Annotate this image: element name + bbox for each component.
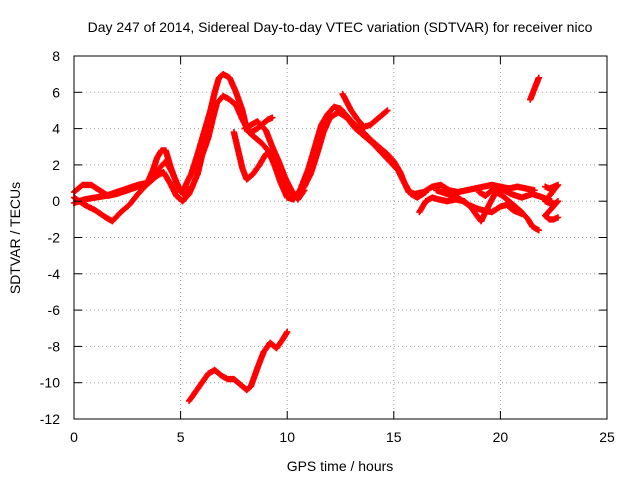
series-track-1 (70, 71, 276, 225)
y-tick-label: -6 (48, 302, 61, 318)
series-track-11 (527, 74, 542, 103)
y-tick-label: -10 (40, 375, 60, 391)
y-axis-label: SDTVAR / TECUs (7, 182, 23, 294)
y-tick-label: 2 (52, 157, 60, 173)
data-points (542, 181, 562, 223)
axis-ticks: 0 5 10 15 20 25 -12 -10 -8 -6 -4 -2 0 2 4 6 8 (40, 48, 615, 445)
x-tick-label: 20 (493, 429, 509, 445)
x-tick-label: 15 (386, 429, 402, 445)
y-tick-label: -12 (40, 411, 60, 427)
series-track-5 (230, 109, 429, 201)
y-tick-label: -4 (48, 266, 61, 282)
series-track-12 (185, 328, 291, 405)
series-track-6 (339, 90, 391, 130)
x-tick-label: 10 (279, 429, 295, 445)
y-tick-label: 6 (52, 84, 60, 100)
data-points (185, 328, 291, 405)
x-tick-label: 0 (70, 429, 78, 445)
x-tick-label: 25 (599, 429, 615, 445)
plot-area (70, 71, 562, 405)
x-axis-label: GPS time / hours (287, 458, 394, 474)
y-tick-label: 4 (52, 121, 60, 137)
y-tick-label: 8 (52, 48, 60, 64)
data-points (339, 90, 391, 130)
y-tick-label: -8 (48, 338, 61, 354)
series-track-8 (433, 187, 525, 218)
chart-title: Day 247 of 2014, Sidereal Day-to-day VTE… (88, 19, 593, 35)
x-tick-label: 5 (177, 429, 185, 445)
series-track-9 (475, 185, 555, 205)
y-tick-label: 0 (52, 193, 60, 209)
y-tick-label: -2 (48, 230, 61, 246)
data-points (70, 71, 276, 225)
series-track-10 (542, 181, 562, 223)
